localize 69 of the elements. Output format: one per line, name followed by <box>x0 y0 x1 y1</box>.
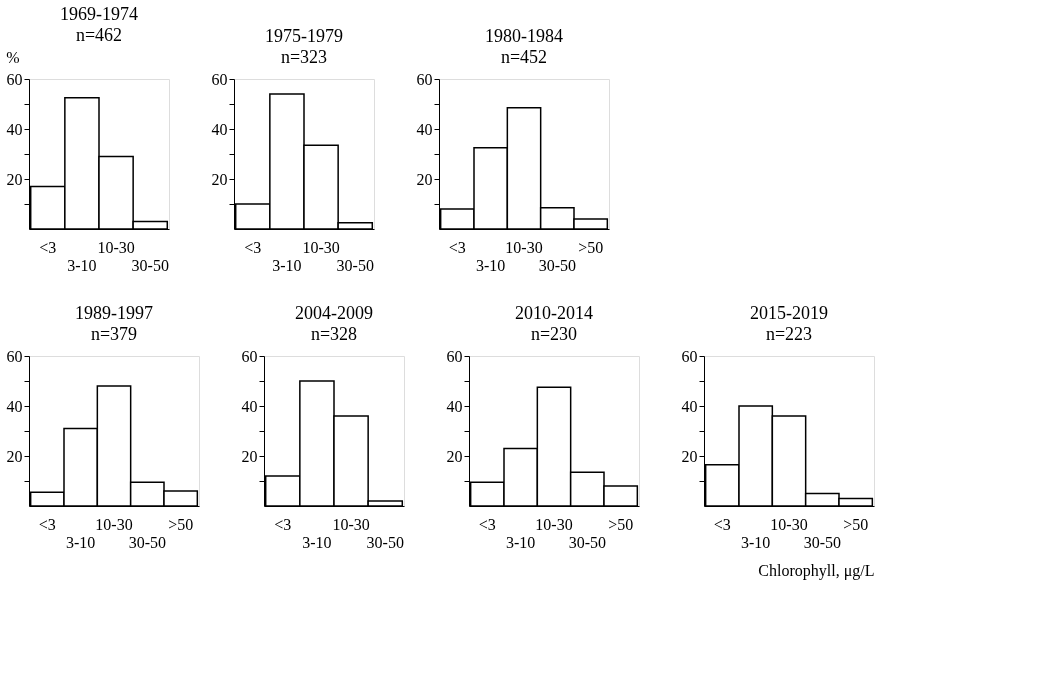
chart-subtitle: n=462 <box>75 25 123 45</box>
y-tick-label: 60 <box>6 70 23 88</box>
y-tick-label: 60 <box>416 70 433 88</box>
y-tick-label: 60 <box>681 347 698 365</box>
x-tick-label: 3-10 <box>272 256 302 274</box>
x-tick-label: 3-10 <box>66 533 96 551</box>
x-tick-label: 3-10 <box>302 533 332 551</box>
x-tick-label: <3 <box>478 515 496 533</box>
x-tick-label: 30-50 <box>366 533 404 551</box>
chart-subtitle: n=323 <box>280 47 328 67</box>
x-tick-label: 30-50 <box>538 256 576 274</box>
x-tick-label: 10-30 <box>97 238 135 256</box>
x-tick-label: 30-50 <box>131 256 169 274</box>
y-tick-label: 40 <box>211 120 228 138</box>
chart-title: 2010-2014 <box>515 303 593 323</box>
y-tick-label: 40 <box>6 120 23 138</box>
y-tick-label: 60 <box>446 347 463 365</box>
chart-subtitle: n=379 <box>90 324 138 344</box>
y-tick-label: 20 <box>6 170 23 188</box>
y-tick-label: 20 <box>416 170 433 188</box>
y-tick-label: 40 <box>416 120 433 138</box>
x-tick-label: 30-50 <box>336 256 374 274</box>
chart-subtitle: n=328 <box>310 324 358 344</box>
chart-subtitle: n=223 <box>765 324 813 344</box>
x-tick-label: >50 <box>843 515 869 533</box>
x-tick-label: 30-50 <box>128 533 166 551</box>
y-tick-label: 60 <box>6 347 23 365</box>
x-tick-label: 30-50 <box>803 533 841 551</box>
y-tick-label: 20 <box>6 447 23 465</box>
x-tick-label: <3 <box>244 238 262 256</box>
x-tick-label: >50 <box>608 515 634 533</box>
y-tick-label: 40 <box>446 397 463 415</box>
chart-subtitle: n=230 <box>530 324 578 344</box>
x-tick-label: 10-30 <box>332 515 370 533</box>
y-tick-label: 40 <box>681 397 698 415</box>
chart-title: 1975-1979 <box>265 26 343 46</box>
x-tick-label: 3-10 <box>741 533 771 551</box>
x-tick-label: <3 <box>448 238 466 256</box>
y-tick-label: 40 <box>241 397 258 415</box>
x-tick-label: <3 <box>39 238 57 256</box>
chart-subtitle: n=452 <box>500 47 548 67</box>
x-tick-label: >50 <box>578 238 604 256</box>
x-tick-label: <3 <box>274 515 292 533</box>
y-tick-label: 20 <box>681 447 698 465</box>
y-axis-title: % <box>6 48 20 66</box>
x-axis-title: Chlorophyll, μg/L <box>758 561 875 580</box>
chart-title: 1969-1974 <box>60 4 138 24</box>
y-tick-label: 60 <box>241 347 258 365</box>
x-tick-label: 10-30 <box>302 238 340 256</box>
x-tick-label: >50 <box>168 515 194 533</box>
chart-title: 2015-2019 <box>750 303 828 323</box>
y-tick-label: 60 <box>211 70 228 88</box>
x-tick-label: <3 <box>713 515 731 533</box>
y-tick-label: 20 <box>211 170 228 188</box>
y-tick-label: 20 <box>446 447 463 465</box>
y-tick-label: 40 <box>6 397 23 415</box>
x-tick-label: 10-30 <box>770 515 808 533</box>
chart-title: 2004-2009 <box>295 303 373 323</box>
y-tick-label: 20 <box>241 447 258 465</box>
x-tick-label: 10-30 <box>95 515 133 533</box>
chart-title: 1989-1997 <box>75 303 153 323</box>
x-tick-label: 3-10 <box>476 256 506 274</box>
x-tick-label: <3 <box>38 515 56 533</box>
x-tick-label: 3-10 <box>506 533 536 551</box>
x-tick-label: 10-30 <box>535 515 573 533</box>
x-tick-label: 3-10 <box>67 256 97 274</box>
x-tick-label: 10-30 <box>505 238 543 256</box>
x-tick-label: 30-50 <box>568 533 606 551</box>
chart-title: 1980-1984 <box>485 26 563 46</box>
